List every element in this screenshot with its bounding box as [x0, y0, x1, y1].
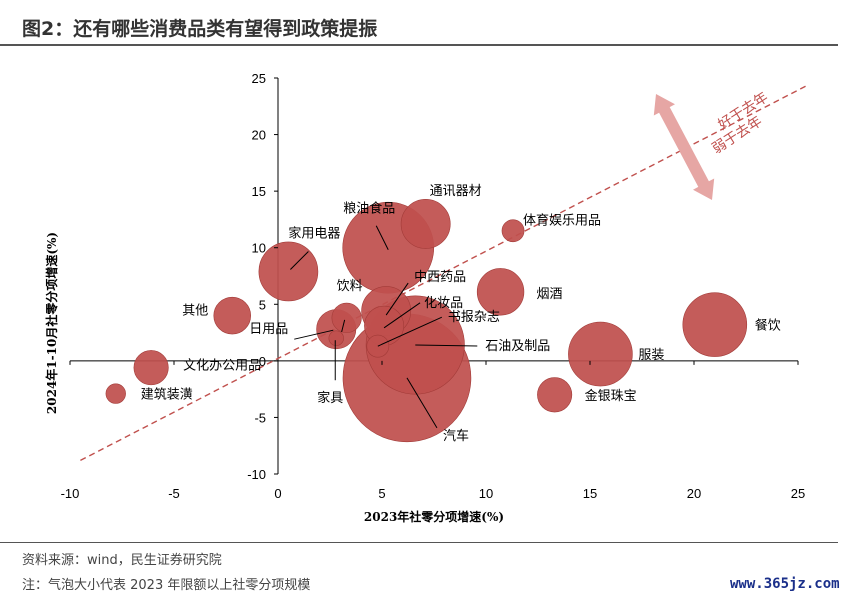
- y-axis-label: 2024年1-10月社零分项增速(%): [44, 232, 59, 414]
- title-divider: [0, 44, 838, 46]
- bubble-label: 餐饮: [755, 318, 781, 334]
- bubble-point: [501, 219, 525, 243]
- bubble-point: [133, 350, 169, 386]
- bubble-label: 粮油食品: [343, 201, 395, 217]
- y-tick-label: 15: [252, 184, 266, 199]
- bubble-point: [400, 199, 451, 249]
- x-tick-label: -5: [168, 486, 180, 501]
- double-arrow-icon: [653, 94, 715, 200]
- x-tick-label: 15: [583, 486, 597, 501]
- leader-line: [385, 282, 409, 316]
- y-tick-label: 25: [252, 71, 266, 86]
- x-tick-label: 20: [687, 486, 701, 501]
- bubble-label: 书报杂志: [448, 310, 500, 325]
- bubble-label: 文化办公用品: [183, 359, 261, 374]
- source-note: 资料来源：wind，民生证券研究院: [22, 553, 222, 568]
- leader-line: [294, 329, 334, 340]
- bubble-point: [328, 330, 344, 346]
- x-tick-label: -10: [61, 486, 80, 501]
- x-tick-label: 5: [378, 486, 385, 501]
- x-tick-label: 10: [479, 486, 493, 501]
- y-tick-label: 0: [259, 354, 266, 369]
- y-tick-label: 10: [252, 241, 266, 256]
- y-tick-label: -10: [247, 467, 266, 482]
- bubble-point: [331, 302, 362, 333]
- bubble-point: [105, 383, 126, 404]
- bubble-label: 烟酒: [537, 287, 563, 302]
- footer-divider: [0, 542, 838, 543]
- bubble-point: [213, 296, 251, 335]
- bubble-label: 日用品: [249, 322, 288, 337]
- bubble-label: 家用电器: [288, 225, 340, 241]
- bubble-label: 建筑装潢: [141, 387, 193, 403]
- leader-line: [375, 225, 389, 250]
- y-tick-label: 20: [252, 128, 266, 143]
- bubble-point: [537, 377, 573, 413]
- leader-line: [377, 316, 443, 347]
- bubble-label: 服装: [638, 348, 664, 363]
- bubble-label: 体育娱乐用品: [523, 213, 601, 229]
- bubble-size-note: 注：气泡大小代表 2023 年限额以上社零分项规模: [22, 578, 311, 593]
- y-tick-label: 5: [259, 297, 266, 312]
- bubble-label: 汽车: [443, 428, 469, 444]
- y-tick-label: -5: [254, 410, 266, 425]
- bubble-point: [258, 241, 319, 302]
- x-axis-label: 2023年社零分项增速(%): [364, 509, 504, 524]
- bubble-point: [568, 321, 633, 387]
- bubble-label: 中西药品: [414, 270, 466, 285]
- bubble-point: [476, 268, 525, 316]
- bubble-label: 其他: [182, 304, 208, 319]
- x-tick-label: 25: [791, 486, 805, 501]
- x-tick-label: 0: [274, 486, 281, 501]
- bubble-label: 石油及制品: [485, 339, 550, 354]
- bubble-point: [366, 334, 390, 358]
- leader-line: [406, 377, 438, 429]
- bubble-label: 化妆品: [424, 296, 463, 311]
- leader-line: [383, 302, 421, 329]
- bubble-label: 金银珠宝: [585, 388, 637, 404]
- bubble-label: 家具: [317, 390, 343, 406]
- leader-line: [415, 344, 478, 347]
- bubble-point: [682, 292, 748, 357]
- bubble-label: 饮料: [337, 279, 363, 294]
- leader-line: [290, 251, 309, 270]
- leader-line: [341, 319, 346, 332]
- page-title: 图2：还有哪些消费品类有望得到政策提振: [22, 18, 378, 40]
- bubble-label: 通讯器材: [430, 184, 482, 199]
- watermark: www.365jz.com: [730, 576, 840, 592]
